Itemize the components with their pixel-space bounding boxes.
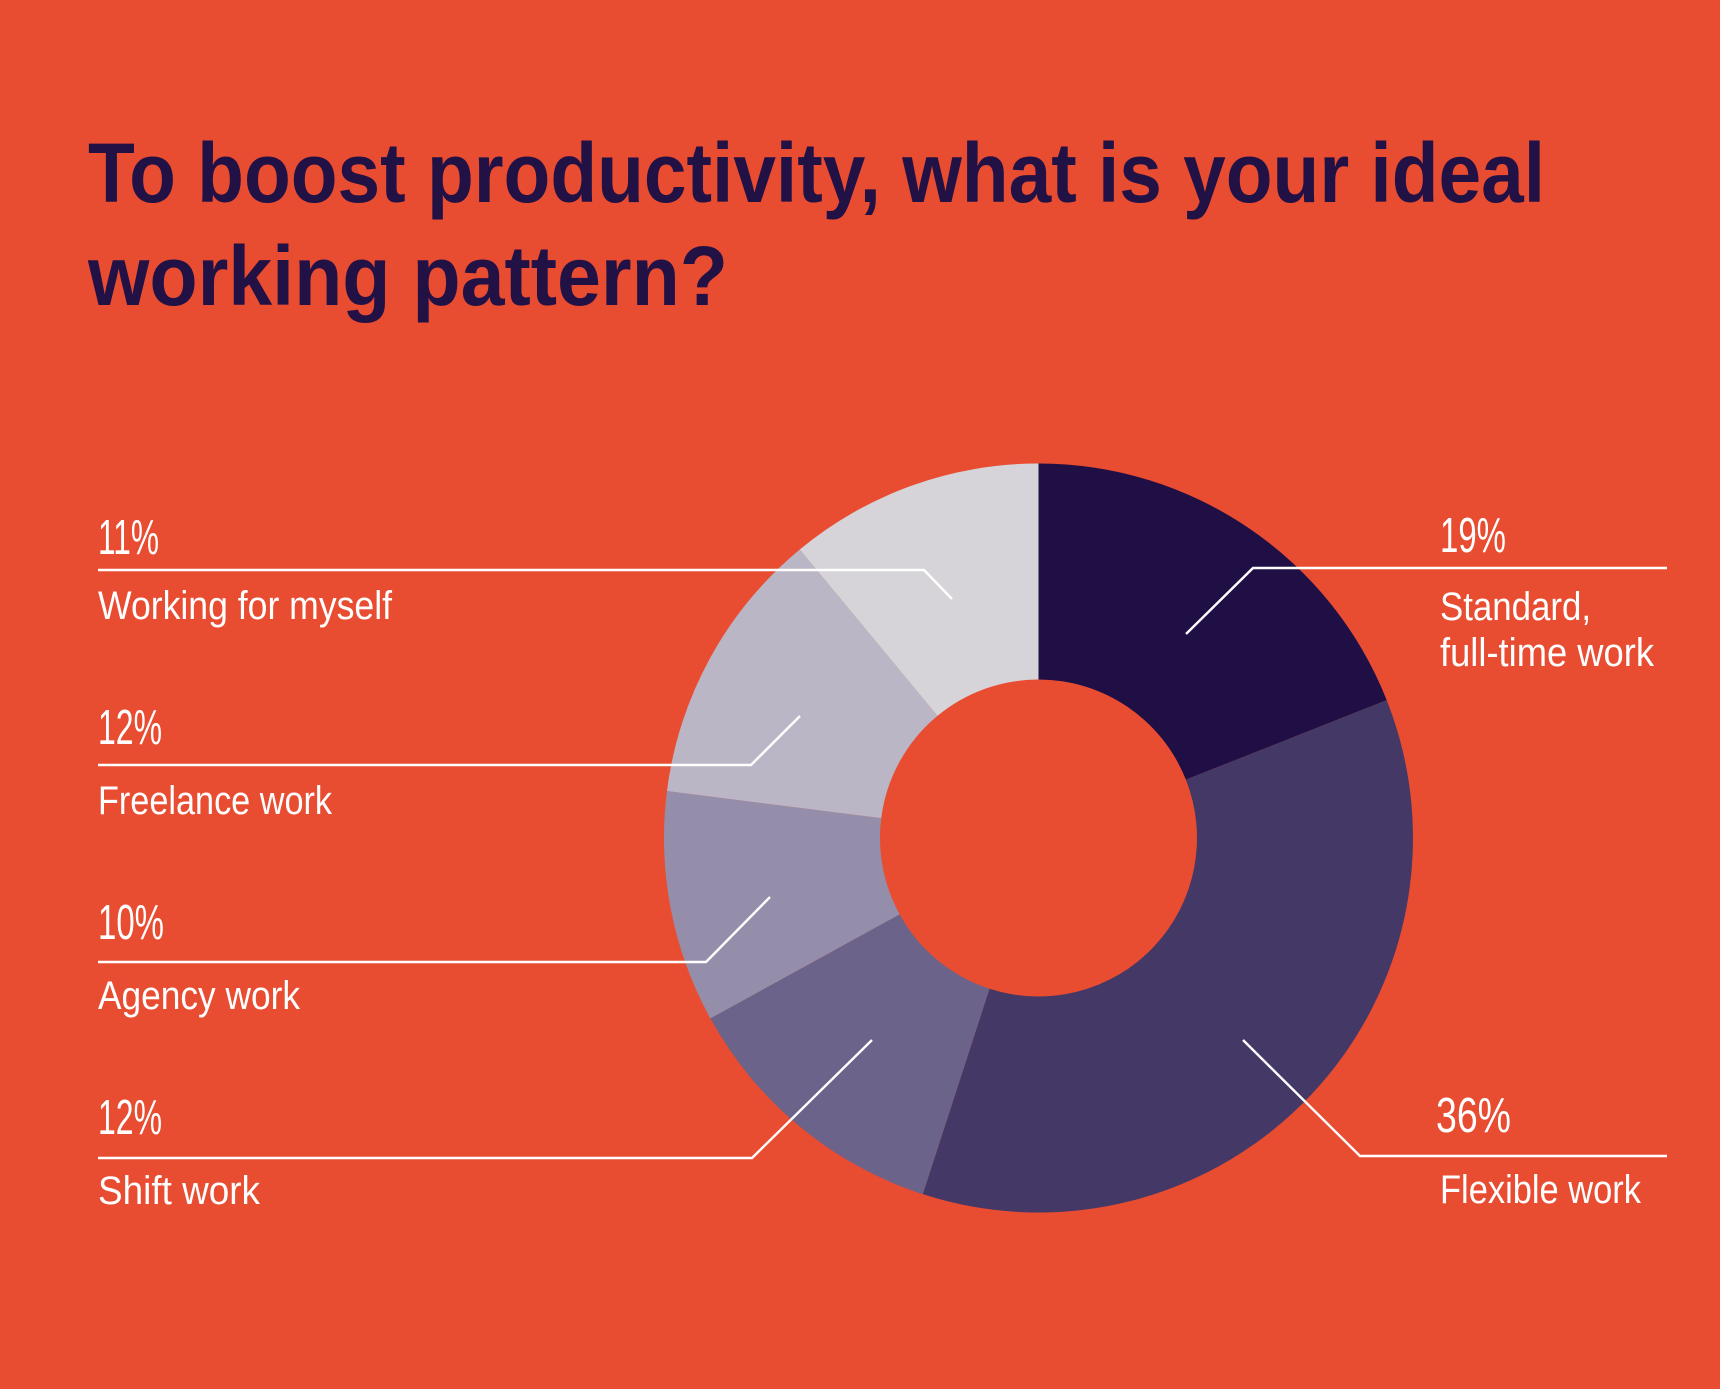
svg-text:10%: 10% — [98, 896, 164, 950]
svg-text:12%: 12% — [98, 701, 162, 755]
svg-text:full-time work: full-time work — [1440, 631, 1655, 675]
svg-text:19%: 19% — [1440, 509, 1506, 563]
svg-text:Shift work: Shift work — [98, 1169, 261, 1213]
svg-text:Standard,: Standard, — [1440, 585, 1591, 629]
svg-text:11%: 11% — [98, 511, 159, 565]
svg-text:Flexible work: Flexible work — [1440, 1168, 1642, 1212]
svg-text:Agency work: Agency work — [98, 974, 301, 1018]
svg-text:Freelance work: Freelance work — [98, 779, 333, 823]
svg-text:working pattern?: working pattern? — [87, 229, 728, 323]
svg-text:36%: 36% — [1436, 1089, 1511, 1143]
svg-text:12%: 12% — [98, 1091, 162, 1145]
svg-text:To boost productivity, what is: To boost productivity, what is your idea… — [88, 126, 1545, 220]
svg-text:Working for myself: Working for myself — [98, 584, 393, 628]
